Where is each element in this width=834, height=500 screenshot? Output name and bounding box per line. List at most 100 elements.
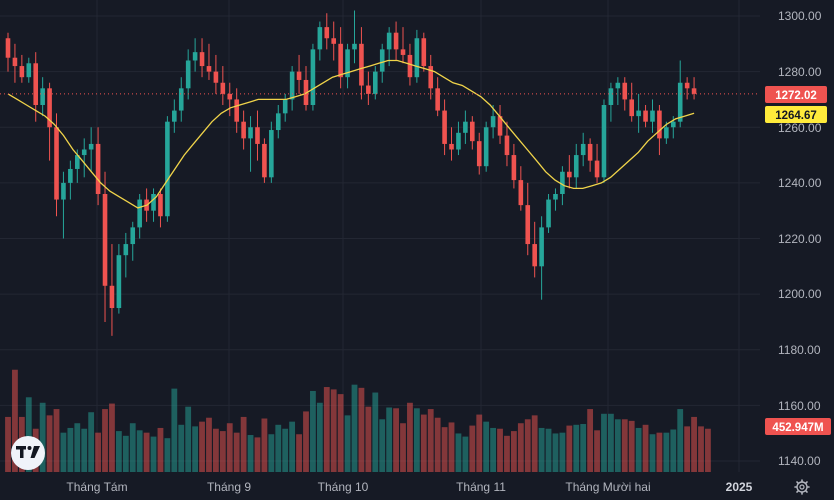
volume-bar: [524, 419, 531, 472]
candle: [691, 77, 697, 100]
candle-body: [116, 255, 122, 309]
candle-body: [137, 199, 142, 228]
volume-bar: [386, 407, 393, 472]
candle-body: [102, 194, 108, 286]
volume-bar: [614, 419, 621, 472]
volume-bar: [213, 428, 219, 472]
candle-body: [608, 88, 614, 105]
candle-body: [483, 127, 489, 167]
last-price-label: 1272.02: [775, 90, 817, 102]
y-tick-label: 1180.00: [778, 343, 821, 357]
volume-bar: [469, 425, 476, 472]
candle: [178, 77, 184, 122]
volume-bar: [587, 409, 594, 472]
candle-body: [185, 60, 191, 89]
volume-bar: [400, 423, 406, 472]
price-axis[interactable]: 1300.00 1280.00 1260.00 1240.00 1220.00 …: [778, 9, 822, 468]
candle-body: [130, 227, 136, 245]
candle-body: [109, 285, 115, 309]
candle-body: [40, 88, 45, 105]
candle: [227, 82, 233, 117]
candle-body: [317, 27, 323, 50]
candle: [442, 99, 447, 156]
volume-bar: [316, 402, 323, 472]
candle: [296, 54, 302, 94]
volume-bar: [129, 423, 136, 472]
candle-body: [449, 143, 454, 150]
volume-bar: [365, 406, 372, 472]
candle-body: [393, 32, 399, 50]
candle: [331, 21, 337, 61]
x-tick-label: Tháng Tám: [66, 480, 127, 494]
candle: [435, 77, 440, 117]
candle-body: [435, 88, 440, 111]
volume-bar: [594, 430, 600, 472]
candle-body: [289, 71, 295, 100]
candle-body: [262, 143, 267, 178]
candle-body: [269, 130, 274, 178]
volume-bar: [462, 436, 469, 472]
candle-body: [386, 32, 392, 50]
candle: [490, 105, 496, 139]
candle-body: [629, 99, 634, 117]
candle: [61, 171, 66, 239]
volume-bar: [206, 417, 212, 472]
volume-bar: [510, 431, 517, 472]
candle: [428, 54, 434, 100]
candle-body: [594, 160, 600, 178]
candle-body: [476, 141, 482, 167]
time-axis[interactable]: Tháng Tám Tháng 9 Tháng 10 Tháng 11 Thán…: [66, 480, 752, 494]
candle: [372, 66, 378, 100]
candle: [151, 188, 156, 222]
candle-body: [587, 143, 593, 161]
volume-bar: [254, 437, 261, 472]
candle-body: [310, 49, 316, 105]
candle: [560, 166, 565, 206]
candle-body: [352, 43, 357, 50]
volume-bar: [12, 369, 18, 472]
candle: [220, 66, 226, 105]
volume-bar: [351, 384, 358, 472]
volume-bar: [545, 428, 552, 472]
candle-body: [622, 82, 628, 100]
candle: [511, 143, 517, 189]
volume-bar: [109, 403, 115, 472]
candle-body: [234, 99, 239, 122]
ma-value-badge: 1264.67: [765, 106, 827, 123]
candle: [414, 29, 420, 83]
candle-body: [504, 135, 510, 156]
candle: [497, 105, 503, 144]
volume-bar: [39, 402, 46, 472]
candle: [289, 66, 295, 111]
candle-body: [677, 82, 683, 122]
vertical-gridlines: [96, 0, 740, 472]
candle: [165, 116, 170, 222]
candle-body: [372, 71, 378, 94]
volume-bar: [379, 419, 386, 472]
candle-body: [26, 63, 32, 78]
candle-body: [88, 143, 94, 150]
candle: [636, 93, 641, 133]
candle: [172, 99, 177, 133]
candle-body: [19, 66, 25, 78]
candle-body: [220, 82, 226, 94]
candle-body: [47, 88, 52, 128]
candle: [26, 57, 32, 83]
volume-bar: [698, 426, 704, 472]
candle: [518, 166, 524, 211]
volume-bar: [566, 425, 573, 472]
candle-body: [421, 38, 427, 67]
candle: [12, 43, 18, 83]
candle-body: [359, 43, 364, 86]
candle-body: [227, 93, 233, 100]
tradingview-logo[interactable]: [11, 436, 45, 470]
candle: [470, 116, 475, 150]
volume-bar: [53, 409, 60, 472]
candle: [650, 99, 655, 133]
volume-bar: [247, 435, 254, 472]
settings-gear-icon[interactable]: [794, 479, 810, 495]
candle: [199, 38, 205, 78]
y-tick-label: 1240.00: [778, 176, 822, 190]
volume-bar: [434, 417, 441, 472]
